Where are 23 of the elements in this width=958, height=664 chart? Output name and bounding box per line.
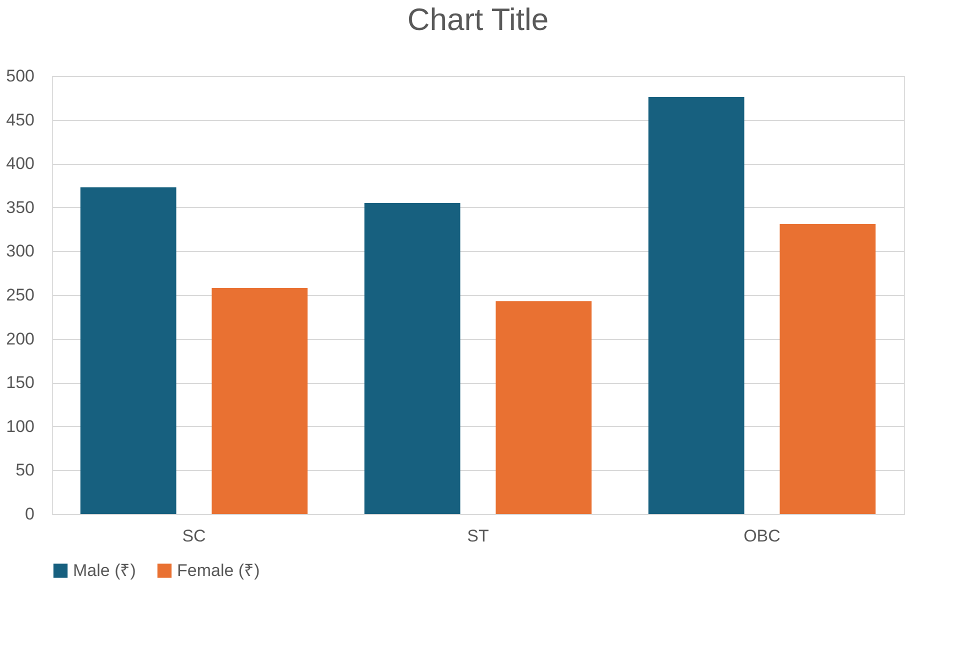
y-tick-label: 500 (6, 66, 34, 86)
y-tick-label: 350 (6, 198, 34, 217)
bar (496, 301, 592, 514)
bar (364, 203, 460, 514)
y-tick-label: 150 (6, 373, 34, 392)
bar (80, 187, 176, 514)
bar (780, 224, 876, 514)
y-tick-label: 400 (6, 154, 34, 174)
x-tick-label: OBC (744, 526, 780, 546)
x-tick-label: SC (182, 526, 206, 546)
y-tick-label: 200 (6, 329, 34, 348)
legend-label: Female (₹) (177, 560, 260, 580)
y-tick-label: 300 (6, 242, 34, 261)
bar (212, 288, 308, 514)
x-tick-label: ST (467, 526, 489, 546)
legend-label: Male (₹) (73, 560, 136, 580)
y-tick-label: 450 (6, 110, 34, 130)
y-tick-label: 100 (6, 416, 34, 436)
y-tick-label: 0 (25, 504, 34, 524)
y-tick-label: 250 (6, 286, 34, 304)
bar (648, 97, 744, 514)
chart-title: Chart Title (407, 2, 549, 37)
y-tick-label: 50 (16, 460, 34, 480)
